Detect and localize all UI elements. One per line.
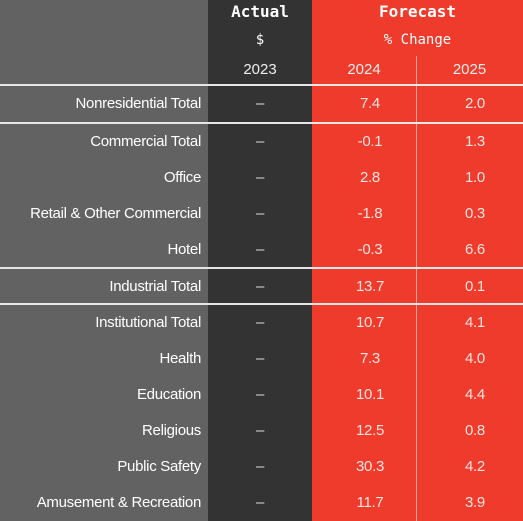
- actual-value: –: [255, 314, 265, 331]
- actual-value: –: [255, 205, 265, 222]
- actual-value: –: [255, 169, 265, 186]
- row-label: Religious: [142, 422, 201, 439]
- forecast-2025-value: 0.8: [465, 422, 485, 439]
- forecast-year-1: 2024: [347, 61, 381, 78]
- table-row: Office – 2.8 1.0: [0, 160, 523, 196]
- forecast-2024-value: 7.4: [360, 95, 380, 112]
- row-label: Retail & Other Commercial: [30, 205, 201, 222]
- actual-value: –: [255, 422, 265, 439]
- table-row: Institutional Total – 10.7 4.1: [0, 305, 523, 341]
- row-label: Industrial Total: [109, 278, 201, 295]
- row-label: Amusement & Recreation: [36, 494, 202, 511]
- table-row: Hotel – -0.3 6.6: [0, 232, 523, 268]
- row-label: Hotel: [167, 241, 201, 258]
- row-label: Health: [159, 350, 201, 367]
- forecast-2025-value: 3.9: [465, 494, 485, 511]
- forecast-2024-value: -1.8: [357, 205, 383, 222]
- section-divider: [0, 122, 523, 124]
- actual-value: –: [255, 350, 265, 367]
- forecast-2025-value: 4.0: [465, 350, 485, 367]
- actual-value: –: [255, 133, 265, 150]
- forecast-2025-value: 6.6: [465, 241, 485, 258]
- forecast-year-2: 2025: [452, 61, 487, 78]
- table-row: Religious – 12.5 0.8: [0, 413, 523, 449]
- section-divider: [0, 303, 523, 305]
- forecast-2025-value: 0.3: [465, 205, 485, 222]
- actual-value: –: [255, 458, 265, 475]
- forecast-2024-value: 13.7: [356, 278, 384, 295]
- row-label: Office: [163, 169, 201, 186]
- actual-year: 2023: [243, 61, 277, 78]
- table-row: Public Safety – 30.3 4.2: [0, 449, 523, 485]
- actual-value: –: [255, 278, 265, 295]
- forecast-2025-value: 1.3: [465, 133, 485, 150]
- table-row: Retail & Other Commercial – -1.8 0.3: [0, 196, 523, 232]
- row-label: Commercial Total: [90, 133, 201, 150]
- label-column-background: [0, 0, 208, 521]
- forecast-2025-value: 4.4: [465, 386, 485, 403]
- row-label: Public Safety: [117, 458, 201, 475]
- forecast-2024-value: 10.1: [356, 386, 384, 403]
- section-divider: [0, 267, 523, 269]
- forecast-2025-value: 1.0: [465, 169, 485, 186]
- forecast-2024-value: -0.1: [357, 133, 383, 150]
- header-divider: [0, 84, 523, 86]
- forecast-2024-value: 11.7: [356, 494, 384, 511]
- forecast-2024-value: 10.7: [356, 314, 384, 331]
- forecast-2024-value: 30.3: [356, 458, 384, 475]
- actual-value: –: [255, 494, 265, 511]
- table-row: Commercial Total – -0.1 1.3: [0, 124, 523, 160]
- forecast-header: Forecast: [378, 2, 457, 21]
- actual-value: –: [255, 95, 265, 112]
- table-row: Health – 7.3 4.0: [0, 341, 523, 377]
- forecast-2025-value: 4.1: [465, 314, 485, 331]
- forecast-unit: % Change: [383, 32, 452, 48]
- actual-value: –: [255, 241, 265, 258]
- row-label: Education: [136, 386, 201, 403]
- forecast-column-background: [312, 0, 523, 521]
- forecast-2025-value: 0.1: [465, 278, 485, 295]
- table-row: Industrial Total – 13.7 0.1: [0, 269, 523, 305]
- table-row: Amusement & Recreation – 11.7 3.9: [0, 485, 523, 521]
- forecast-2024-value: 2.8: [360, 169, 380, 186]
- actual-value: –: [255, 386, 265, 403]
- actual-header: Actual: [231, 2, 289, 21]
- forecast-2025-value: 4.2: [465, 458, 485, 475]
- forecast-2024-value: 7.3: [360, 350, 380, 367]
- forecast-2025-value: 2.0: [465, 95, 485, 112]
- forecast-2024-value: -0.3: [357, 241, 383, 258]
- actual-unit: $: [255, 32, 265, 48]
- row-label: Nonresidential Total: [75, 95, 202, 112]
- forecast-2024-value: 12.5: [356, 422, 384, 439]
- actual-column-background: [208, 0, 312, 521]
- forecast-column-divider: [416, 56, 417, 521]
- table-row: Nonresidential Total – 7.4 2.0: [0, 86, 523, 122]
- table-row: Education – 10.1 4.4: [0, 377, 523, 413]
- row-label: Institutional Total: [95, 314, 201, 331]
